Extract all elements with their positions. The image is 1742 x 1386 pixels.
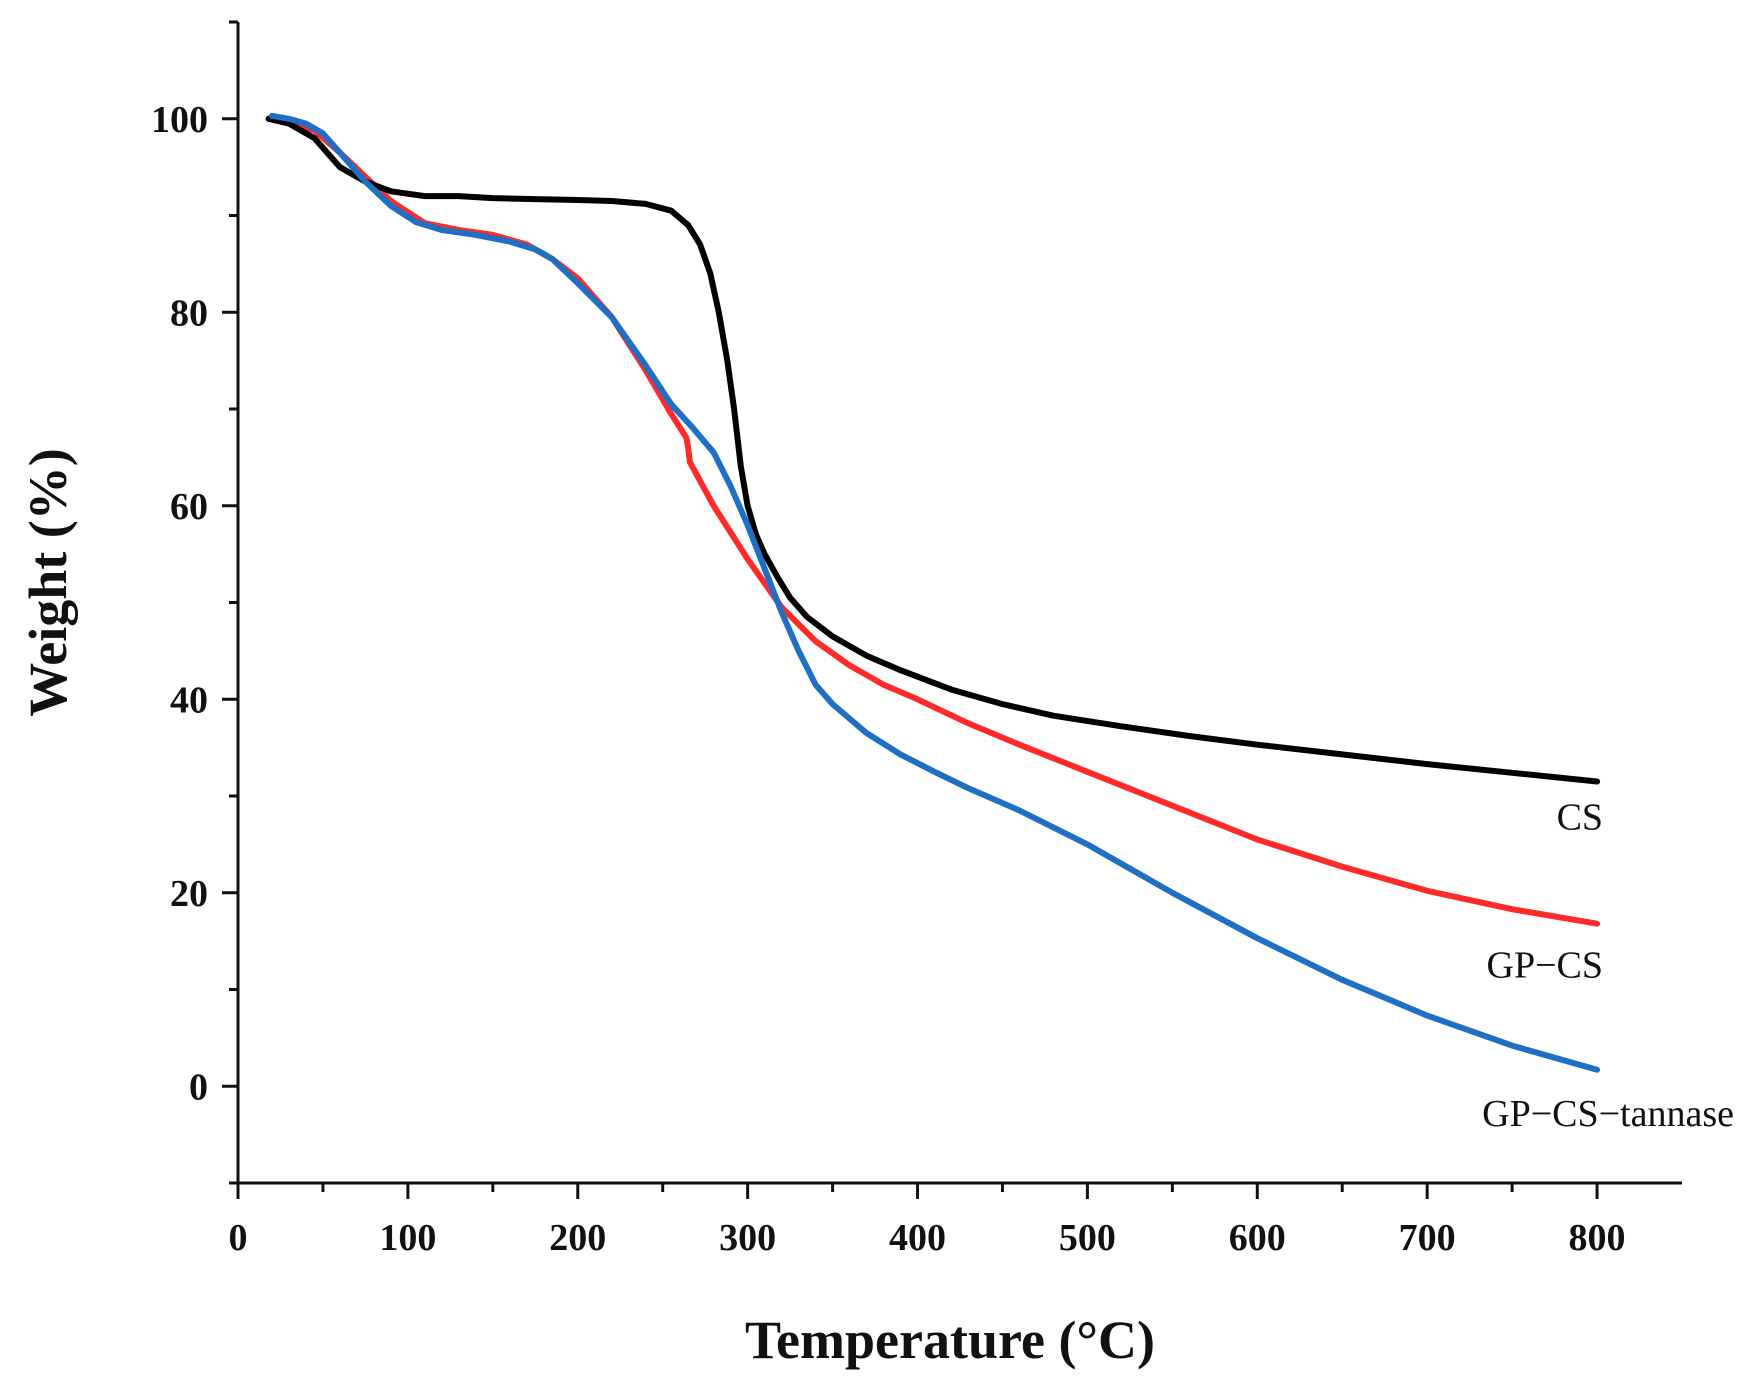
series-label-cs: CS [1557, 796, 1603, 838]
x-tick-label: 700 [1399, 1217, 1456, 1259]
y-axis-title: Weight (%) [18, 448, 78, 716]
x-tick-label: 500 [1059, 1217, 1116, 1259]
x-tick-label: 0 [229, 1217, 248, 1259]
y-tick-label: 60 [170, 486, 208, 528]
y-ticks: 0 20 40 60 80 100 [151, 20, 238, 1185]
x-ticks: 0 100 200 300 400 500 600 700 800 [229, 1183, 1626, 1259]
x-tick-label: 400 [889, 1217, 946, 1259]
series-label-gp-cs: GP−CS [1487, 945, 1604, 987]
series-line-cs [265, 115, 1601, 785]
x-tick-label: 100 [379, 1217, 436, 1259]
series-line-gp-cs-tannase [269, 112, 1601, 1073]
y-tick-label: 40 [170, 679, 208, 721]
y-tick-label: 80 [170, 292, 208, 334]
x-tick-label: 200 [549, 1217, 606, 1259]
y-tick-label: 20 [170, 873, 208, 915]
x-tick-label: 800 [1569, 1217, 1626, 1259]
series-line-gp-cs [265, 115, 1601, 927]
series-group [265, 112, 1601, 1073]
y-tick-label: 0 [189, 1066, 208, 1108]
y-tick-label: 100 [151, 99, 208, 141]
series-label-gp-cs-tannase: GP−CS−tannase [1482, 1093, 1734, 1135]
x-tick-label: 600 [1229, 1217, 1286, 1259]
x-axis-title: Temperature (°C) [745, 1310, 1155, 1370]
x-tick-label: 300 [719, 1217, 776, 1259]
